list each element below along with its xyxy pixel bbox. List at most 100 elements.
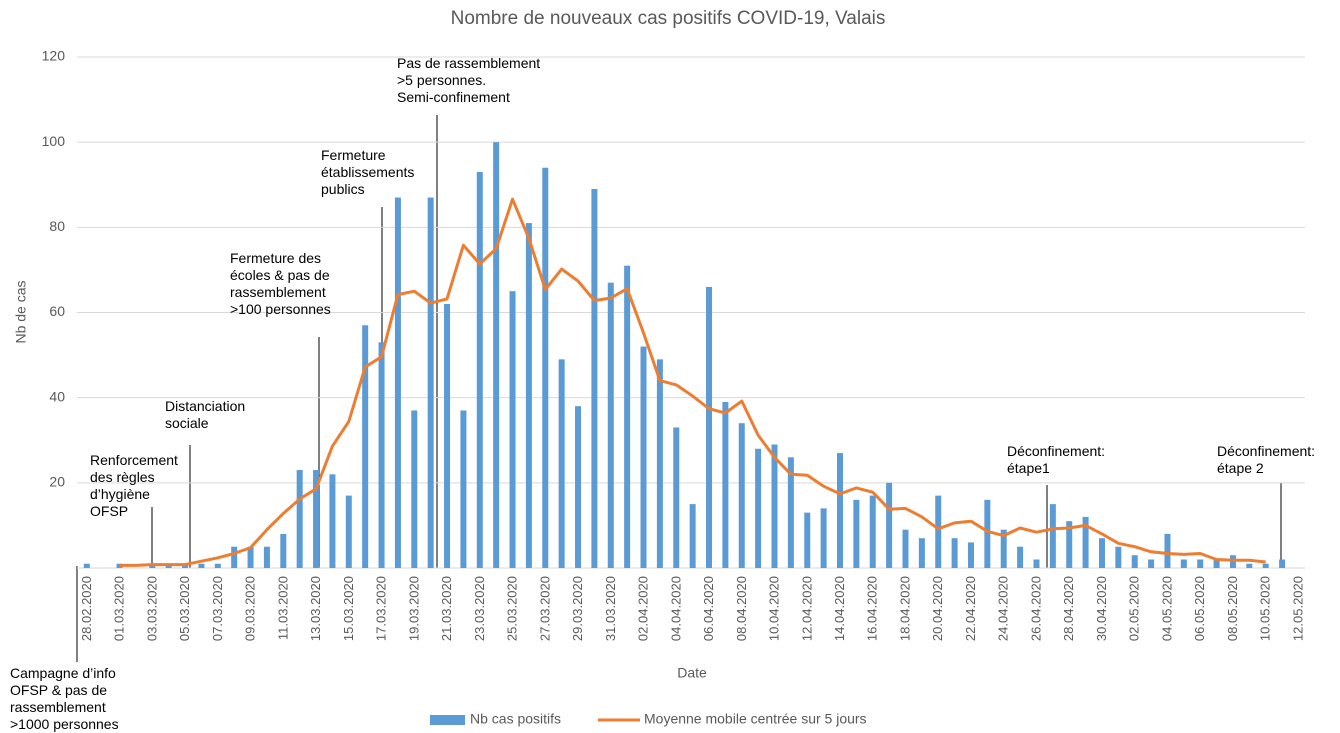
bar <box>345 495 352 568</box>
bar <box>460 410 467 568</box>
x-tick-label: 01.03.2020 <box>112 576 127 641</box>
annotation: Renforcement des règles d’hygiène OFSP <box>90 452 178 519</box>
bar <box>411 410 418 568</box>
bar <box>673 427 680 568</box>
annotation: Distanciation sociale <box>165 398 246 431</box>
bar <box>591 189 598 568</box>
bar <box>771 444 778 568</box>
bar <box>313 470 320 568</box>
chart-title: Nombre de nouveaux cas positifs COVID-19… <box>451 8 886 29</box>
bar <box>1066 521 1073 568</box>
x-tick-label: 10.04.2020 <box>767 576 782 641</box>
bar <box>362 325 369 568</box>
x-tick-label: 28.02.2020 <box>79 576 94 641</box>
annotation: Déconfinement: étape1 <box>1007 443 1106 476</box>
x-tick-label: 04.04.2020 <box>668 576 683 641</box>
x-tick-label: 24.04.2020 <box>996 576 1011 641</box>
bar <box>1164 533 1171 568</box>
bar <box>509 291 516 568</box>
y-tick-label: 20 <box>49 474 65 490</box>
bar <box>558 359 565 568</box>
bar <box>984 499 991 568</box>
bar <box>607 282 614 568</box>
bar <box>935 495 942 568</box>
y-axis-label: Nb de cas <box>13 280 29 343</box>
bar <box>214 563 221 568</box>
x-axis-label: Date <box>677 665 707 681</box>
x-tick-label: 19.03.2020 <box>406 576 421 641</box>
bar <box>247 546 254 568</box>
bar <box>1279 559 1286 568</box>
bar <box>198 563 205 568</box>
bar <box>640 346 647 568</box>
bar <box>1082 516 1089 568</box>
x-tick-label: 06.04.2020 <box>701 576 716 641</box>
bar <box>804 512 811 568</box>
bar <box>902 529 909 568</box>
annotation: Fermeture des écoles & pas de rassemblem… <box>230 250 331 317</box>
bar <box>378 342 385 568</box>
bar <box>656 359 663 568</box>
bar <box>820 508 827 568</box>
x-tick-label: 25.03.2020 <box>505 576 520 641</box>
y-tick-label: 120 <box>42 48 66 64</box>
x-tick-label: 20.04.2020 <box>930 576 945 641</box>
bar <box>1197 559 1204 568</box>
x-tick-label: 21.03.2020 <box>439 576 454 641</box>
bar <box>296 470 303 568</box>
bar <box>1262 563 1269 568</box>
bar <box>476 171 483 568</box>
bar <box>329 474 336 568</box>
x-tick-label: 26.04.2020 <box>1028 576 1043 641</box>
legend-label: Moyenne mobile centrée sur 5 jours <box>644 711 867 727</box>
bar <box>1017 546 1024 568</box>
annotation: Campagne d’info OFSP & pas de rassemblem… <box>10 665 119 732</box>
bar <box>444 303 451 568</box>
bar <box>1131 555 1138 568</box>
bar <box>1115 546 1122 568</box>
bar <box>1246 563 1253 568</box>
bar <box>836 453 843 568</box>
bar <box>624 265 631 568</box>
x-tick-label: 30.04.2020 <box>1094 576 1109 641</box>
bar <box>869 495 876 568</box>
x-tick-label: 22.04.2020 <box>963 576 978 641</box>
y-tick-label: 100 <box>42 133 66 149</box>
x-tick-label: 31.03.2020 <box>603 576 618 641</box>
bar <box>493 142 500 568</box>
x-tick-label: 29.03.2020 <box>570 576 585 641</box>
x-tick-label: 18.04.2020 <box>897 576 912 641</box>
bar <box>1148 559 1155 568</box>
bar <box>1213 559 1220 568</box>
x-tick-label: 17.03.2020 <box>374 576 389 641</box>
bar <box>787 457 794 568</box>
x-tick-label: 16.04.2020 <box>865 576 880 641</box>
bar <box>1180 559 1187 568</box>
bar <box>1000 529 1007 568</box>
bar <box>116 563 123 568</box>
bar <box>263 546 270 568</box>
bar <box>231 546 238 568</box>
x-tick-label: 14.04.2020 <box>832 576 847 641</box>
x-tick-label: 11.03.2020 <box>275 576 290 640</box>
bar <box>1049 504 1056 568</box>
x-tick-label: 02.05.2020 <box>1127 576 1142 641</box>
legend-label: Nb cas positifs <box>470 711 561 727</box>
bar <box>738 423 745 568</box>
annotation: Fermeture établissements publics <box>321 147 415 197</box>
bar <box>1033 559 1040 568</box>
x-tick-label: 27.03.2020 <box>537 576 552 641</box>
bar <box>394 197 401 568</box>
legend-swatch <box>430 715 465 725</box>
x-tick-label: 09.03.2020 <box>243 576 258 641</box>
bar <box>755 448 762 568</box>
bar <box>722 401 729 568</box>
bar <box>951 538 958 568</box>
x-tick-label: 12.05.2020 <box>1290 576 1305 641</box>
bar <box>853 499 860 568</box>
x-tick-label: 12.04.2020 <box>799 576 814 641</box>
x-tick-label: 08.05.2020 <box>1225 576 1240 641</box>
bar <box>427 197 434 568</box>
